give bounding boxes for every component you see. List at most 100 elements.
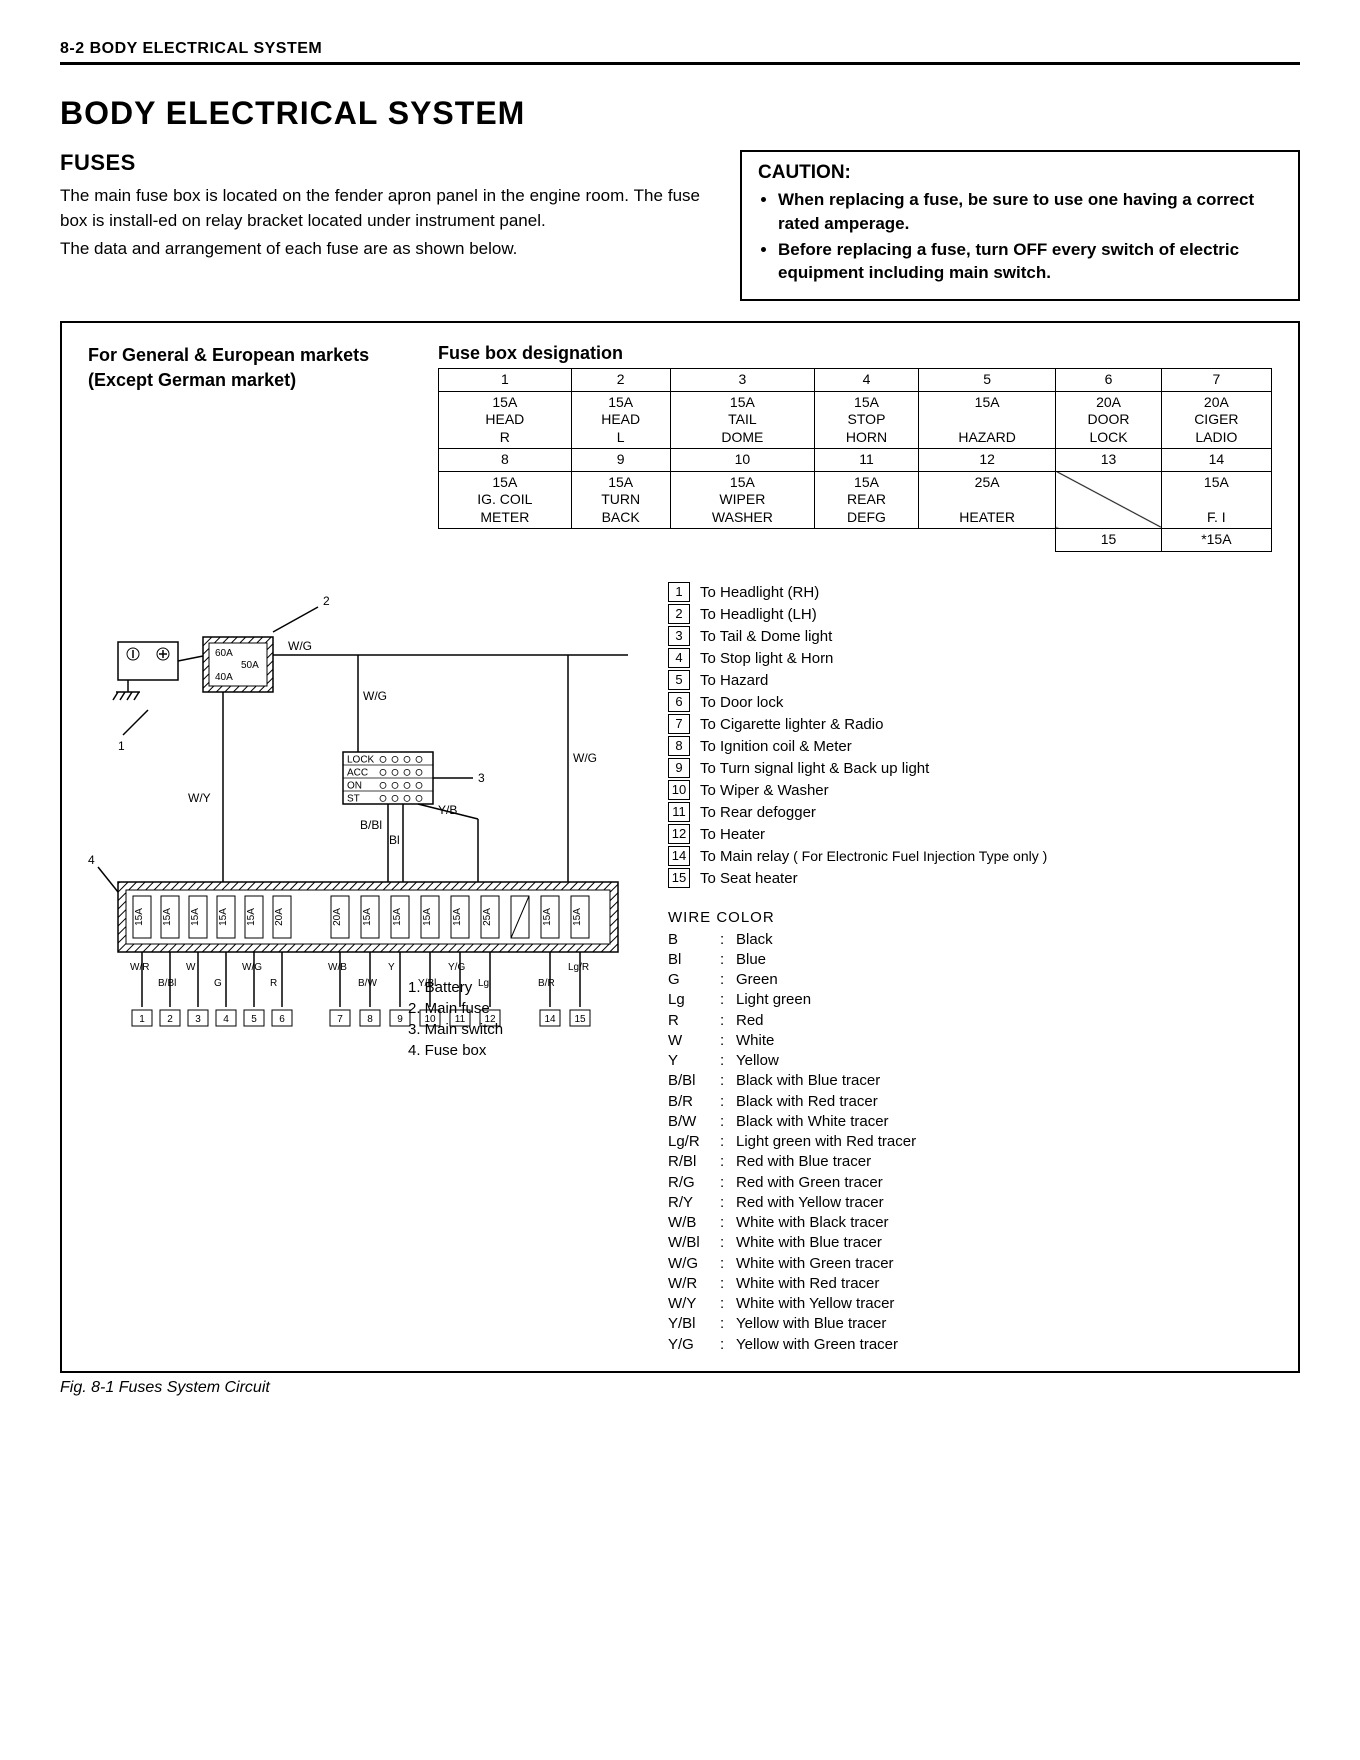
destination-numbox: 4 [668,648,690,668]
figure-caption: Fig. 8-1 Fuses System Circuit [60,1379,1300,1397]
wire-color-row: B/W:Black with White tracer [668,1112,1272,1132]
svg-text:15A: 15A [392,907,403,925]
svg-text:40A: 40A [215,672,233,683]
wire-color-row: Y:Yellow [668,1051,1272,1071]
svg-text:W: W [186,962,196,973]
svg-text:Lg/R: Lg/R [568,962,589,973]
fuse-designation-table: 1234567 15AHEADR15AHEADL15ATAILDOME15AST… [438,368,1272,552]
svg-text:B/Bl: B/Bl [158,978,176,989]
destination-numbox: 6 [668,692,690,712]
destination-numbox: 2 [668,604,690,624]
svg-text:1: 1 [118,739,125,753]
destination-numbox: 12 [668,824,690,844]
section-heading: FUSES [60,150,700,176]
destination-text: To Stop light & Horn [700,648,833,669]
intro-para-1: The main fuse box is located on the fend… [60,184,700,233]
svg-text:20A: 20A [274,907,285,925]
destination-numbox: 1 [668,582,690,602]
wire-color-row: R/Y:Red with Yellow tracer [668,1193,1272,1213]
svg-text:5: 5 [251,1014,257,1025]
svg-text:3: 3 [478,771,485,785]
svg-text:14: 14 [544,1014,556,1025]
svg-text:Y/G: Y/G [448,962,465,973]
svg-text:B/Bl: B/Bl [360,818,382,832]
destination-numbox: 5 [668,670,690,690]
wire-color-row: G:Green [668,970,1272,990]
svg-text:Lg: Lg [478,978,489,989]
svg-text:LOCK: LOCK [347,754,375,765]
destination-row: 6 To Door lock [668,692,1272,713]
destination-numbox: 9 [668,758,690,778]
wire-color-row: W/Bl:White with Blue tracer [668,1233,1272,1253]
destination-row: 8To Ignition coil & Meter [668,736,1272,757]
wire-color-row: R/Bl:Red with Blue tracer [668,1152,1272,1172]
svg-text:15A: 15A [572,907,583,925]
destination-row: 11To Rear defogger [668,802,1272,823]
destination-text: To Main relay ( For Electronic Fuel Inje… [700,846,1047,867]
destination-row: 12To Heater [668,824,1272,845]
wire-color-row: R:Red [668,1011,1272,1031]
wire-color-row: B/Bl:Black with Blue tracer [668,1071,1272,1091]
svg-text:W/R: W/R [130,962,149,973]
destination-text: To Headlight (LH) [700,604,817,625]
destination-text: To Hazard [700,670,768,691]
destination-numbox: 3 [668,626,690,646]
wire-color-row: Lg/R:Light green with Red tracer [668,1132,1272,1152]
wire-color-row: Bl:Blue [668,950,1272,970]
destination-text: To Seat heater [700,868,798,889]
figure-frame: For General & European markets (Except G… [60,321,1300,1373]
svg-text:15A: 15A [542,907,553,925]
svg-text:W/Y: W/Y [188,791,211,805]
destination-text: To Tail & Dome light [700,626,832,647]
caution-item: Before replacing a fuse, turn OFF every … [778,238,1282,286]
svg-text:Y/B: Y/B [438,803,457,817]
fuse-table-title: Fuse box designation [438,343,1272,364]
destination-text: To Wiper & Washer [700,780,829,801]
svg-text:4: 4 [223,1014,229,1025]
destination-text: To Door lock [700,692,783,713]
destination-row: 1 To Headlight (RH) [668,582,1272,603]
intro-para-2: The data and arrangement of each fuse ar… [60,237,700,262]
destination-numbox: 14 [668,846,690,866]
svg-text:9: 9 [397,1014,403,1025]
destination-numbox: 8 [668,736,690,756]
market-label: For General & European markets (Except G… [88,343,408,393]
wire-color-row: Lg:Light green [668,990,1272,1010]
wire-color-row: Y/G:Yellow with Green tracer [668,1335,1272,1355]
svg-text:Y: Y [388,962,395,973]
wire-color-row: R/G:Red with Green tracer [668,1173,1272,1193]
svg-text:50A: 50A [241,660,259,671]
page-header: 8-2 BODY ELECTRICAL SYSTEM [60,40,1300,65]
destination-numbox: 7 [668,714,690,734]
svg-text:15A: 15A [190,907,201,925]
wiring-svg: 160A40A50A2W/GW/GW/GW/YLOCKACCONST3B/BlB… [88,582,648,1062]
svg-text:ST: ST [347,793,360,804]
destination-row: 10To Wiper & Washer [668,780,1272,801]
svg-text:60A: 60A [215,648,233,659]
destination-row: 14 To Main relay ( For Electronic Fuel In… [668,846,1272,867]
wire-color-row: W/B:White with Black tracer [668,1213,1272,1233]
svg-text:15A: 15A [162,907,173,925]
svg-text:W/G: W/G [573,751,597,765]
destination-text: To Headlight (RH) [700,582,819,603]
destination-text: To Rear defogger [700,802,816,823]
wire-color-row: W/R:White with Red tracer [668,1274,1272,1294]
svg-text:ACC: ACC [347,767,368,778]
svg-text:25A: 25A [482,907,493,925]
caution-title: CAUTION: [758,162,1282,184]
circuit-diagram: 160A40A50A2W/GW/GW/GW/YLOCKACCONST3B/BlB… [88,582,648,1355]
svg-text:20A: 20A [332,907,343,925]
svg-text:2: 2 [323,594,330,608]
destination-row: 3 To Tail & Dome light [668,626,1272,647]
destination-row: 7To Cigarette lighter & Radio [668,714,1272,735]
svg-text:W/B: W/B [328,962,347,973]
svg-text:B/W: B/W [358,978,377,989]
wire-color-row: B:Black [668,930,1272,950]
destination-row: 15To Seat heater [668,868,1272,889]
svg-text:2: 2 [167,1014,173,1025]
svg-text:15A: 15A [452,907,463,925]
destination-row: 4 To Stop light & Horn [668,648,1272,669]
svg-text:15: 15 [574,1014,586,1025]
main-title: BODY ELECTRICAL SYSTEM [60,95,1300,132]
wire-color-row: W/G:White with Green tracer [668,1254,1272,1274]
